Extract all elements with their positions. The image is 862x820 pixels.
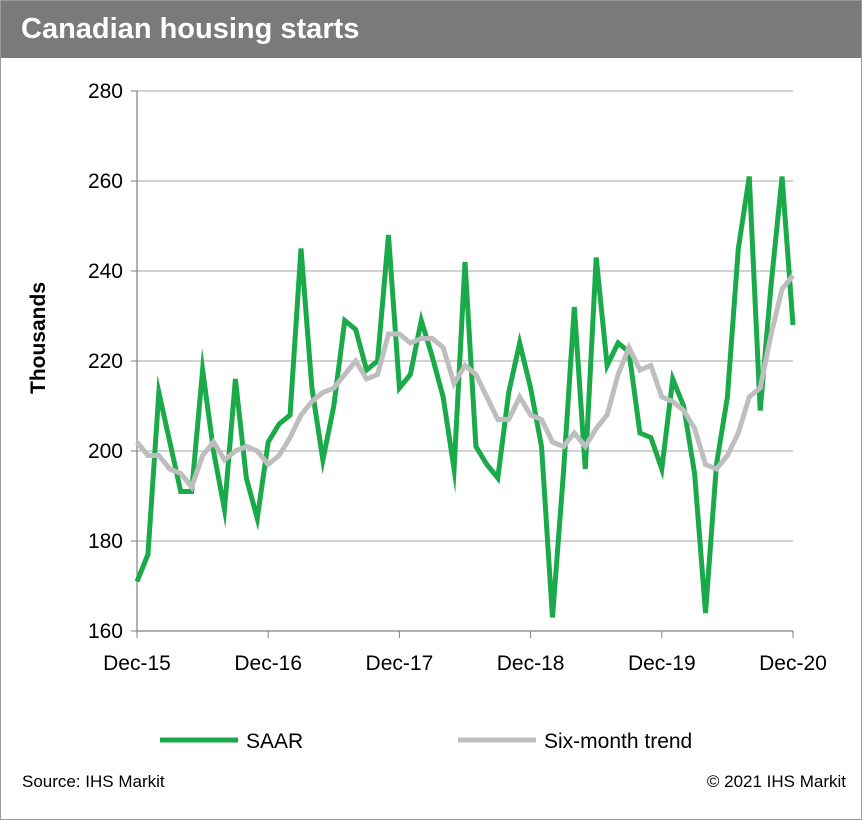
series-layer (134, 176, 796, 618)
y-tick-label: 180 (88, 530, 123, 553)
x-tick-label: Dec-16 (234, 652, 302, 675)
x-tick-label: Dec-15 (103, 652, 171, 675)
legend-label-saar: SAAR (246, 730, 303, 753)
y-tick-label: 200 (88, 440, 123, 463)
chart-title: Canadian housing starts (21, 13, 360, 45)
copyright-note: © 2021 IHS Markit (707, 772, 846, 791)
x-tick-label: Dec-19 (628, 652, 696, 675)
x-tick-label: Dec-17 (366, 652, 434, 675)
series-line-six-month-trend (135, 273, 795, 493)
y-tick-label: 260 (88, 170, 123, 193)
y-tick-label: 160 (88, 620, 123, 643)
y-axis-label: Thousands (27, 282, 50, 394)
legend-label-six-month-trend: Six-month trend (544, 730, 692, 753)
legend: SAAR Six-month trend (160, 730, 692, 753)
axis-layer: 160 180 200 220 240 260 280 Dec-15 Dec-16 Dec-17 D… (88, 80, 827, 675)
title-bar: Canadian housing starts (1, 1, 861, 58)
y-tick-label: 220 (88, 350, 123, 373)
x-tick-label: Dec-20 (759, 652, 827, 675)
y-tick-label: 240 (88, 260, 123, 283)
y-tick-label: 280 (88, 80, 123, 103)
source-note: Source: IHS Markit (22, 772, 165, 791)
series-line-saar (134, 176, 796, 618)
x-tick-label: Dec-18 (497, 652, 565, 675)
